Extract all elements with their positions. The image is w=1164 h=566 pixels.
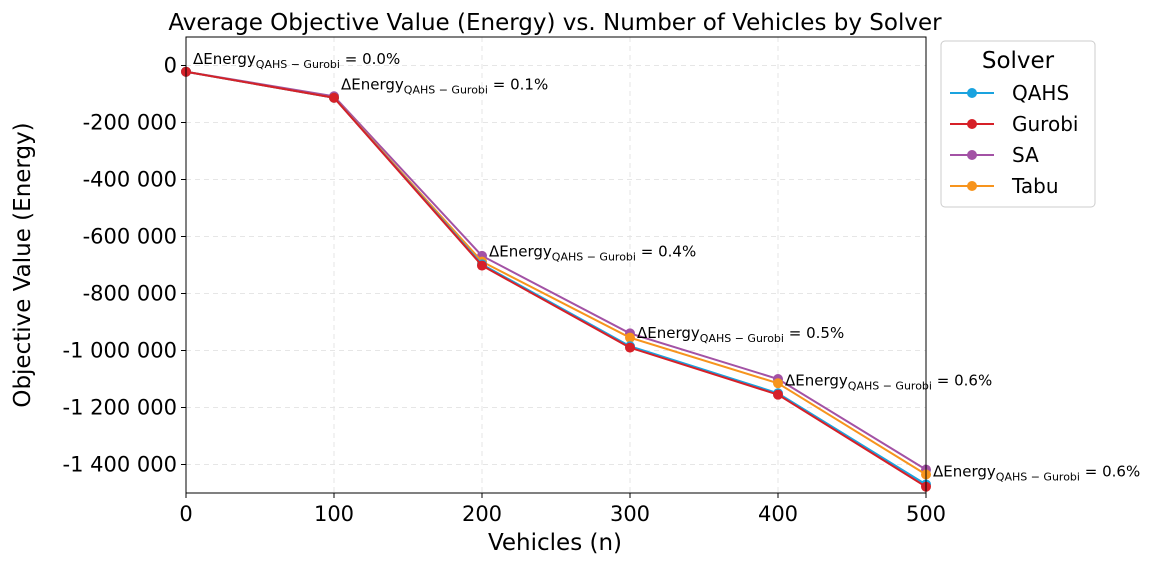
data-point-tabu	[625, 332, 635, 343]
legend-label: Gurobi	[1012, 112, 1078, 136]
annotations-layer: ΔEnergyQAHS − Gurobi = 0.0% ΔEnergyQAHS −…	[193, 50, 1140, 484]
legend-label: SA	[1012, 143, 1039, 167]
delta-annotation: ΔEnergyQAHS − Gurobi = 0.6%	[933, 462, 1140, 483]
delta-annotation: ΔEnergyQAHS − Gurobi = 0.4%	[489, 242, 696, 263]
series-line-qahs	[185, 70, 927, 486]
legend-swatch-marker	[967, 181, 977, 191]
delta-annotation: ΔEnergyQAHS − Gurobi = 0.0%	[193, 50, 400, 71]
legend-items: QAHS Gurobi SA Tabu	[950, 81, 1078, 198]
legend: Solver QAHS Gurobi SA Tabu	[940, 40, 1096, 208]
y-tick-label: -1 200 000	[63, 396, 177, 420]
x-tick-label: 500	[906, 502, 946, 526]
legend-box	[940, 40, 1096, 208]
series-layer	[181, 66, 931, 492]
legend-swatch-marker	[967, 88, 977, 98]
series-gurobi	[181, 66, 931, 492]
legend-item-qahs: QAHS	[950, 81, 1069, 105]
y-tick-label: -1 400 000	[63, 453, 177, 477]
delta-annotation: ΔEnergyQAHS − Gurobi = 0.1%	[341, 76, 548, 97]
x-tick-label: 400	[758, 502, 798, 526]
y-tick-label: 0	[164, 54, 177, 78]
y-axis-title: Objective Value (Energy)	[10, 122, 36, 407]
y-tick-label: -800 000	[83, 282, 177, 306]
delta-annotation: ΔEnergyQAHS − Gurobi = 0.6%	[785, 371, 992, 392]
x-axis-title: Vehicles (n)	[488, 530, 622, 556]
legend-item-gurobi: Gurobi	[950, 112, 1078, 136]
legend-swatch-marker	[967, 119, 977, 129]
data-point-gurobi	[625, 342, 635, 353]
x-tick-label: 200	[462, 502, 502, 526]
data-point-gurobi	[329, 92, 339, 103]
y-tick-label: -600 000	[83, 225, 177, 249]
data-point-gurobi	[477, 260, 487, 271]
x-tick-label: 100	[314, 502, 354, 526]
legend-swatch-marker	[967, 150, 977, 160]
legend-label: Tabu	[1011, 174, 1059, 198]
plot-frame	[185, 36, 927, 494]
delta-annotation: ΔEnergyQAHS − Gurobi = 0.5%	[637, 324, 844, 345]
legend-item-tabu: Tabu	[950, 174, 1059, 198]
grid-lines	[185, 37, 927, 493]
legend-item-sa: SA	[950, 143, 1039, 167]
y-tick-label: -1 000 000	[63, 339, 177, 363]
x-axis-ticks: 0 100 200 300 400 500	[179, 493, 946, 526]
series-line-gurobi	[185, 70, 927, 488]
series-sa	[181, 66, 931, 475]
data-point-tabu	[773, 378, 783, 389]
series-line-tabu	[185, 70, 927, 476]
y-axis-ticks: 0 -200 000 -400 000 -600 000 -800 000 -1 000 …	[63, 54, 186, 477]
legend-title: Solver	[982, 48, 1055, 74]
chart-title: Average Objective Value (Energy) vs. Num…	[168, 10, 942, 36]
data-point-gurobi	[773, 389, 783, 400]
series-line-sa	[185, 70, 927, 471]
legend-label: QAHS	[1012, 81, 1069, 105]
y-tick-label: -200 000	[83, 111, 177, 135]
x-tick-label: 300	[610, 502, 650, 526]
x-tick-label: 0	[179, 502, 192, 526]
y-tick-label: -400 000	[83, 168, 177, 192]
series-qahs	[181, 66, 931, 490]
